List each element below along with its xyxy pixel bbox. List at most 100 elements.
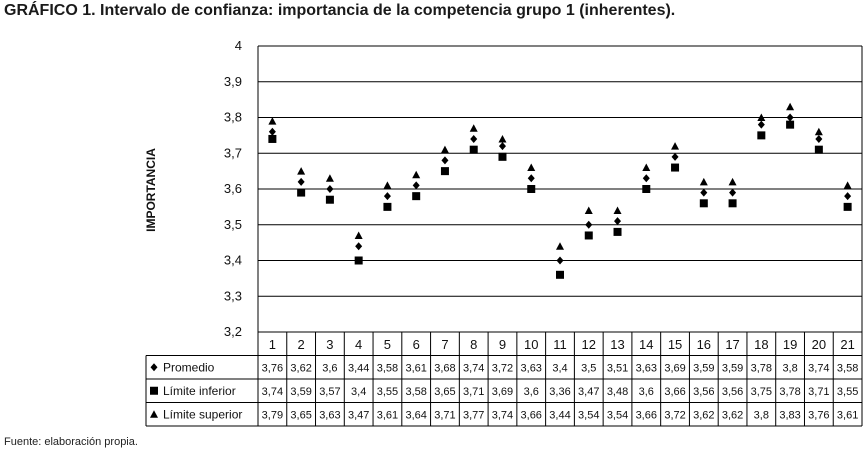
data-point-square [728,199,737,208]
table-cell: 3,8 [782,362,797,374]
table-cell: 3,69 [664,362,685,374]
x-tick-label: 16 [697,337,711,352]
table-cell: 3,72 [664,409,685,421]
data-point-square [383,202,392,211]
table-cell: 3,61 [405,362,426,374]
x-tick-label: 17 [725,337,739,352]
data-point-square [527,185,536,193]
table-cell: 3,44 [348,362,369,374]
data-point-diamond [355,242,363,251]
x-tick-label: 10 [524,337,538,352]
source-note: Fuente: elaboración propia. [4,436,138,448]
table-cell: 3,56 [693,386,714,398]
y-tick-label: 3,5 [224,217,242,232]
table-cell: 3,72 [492,362,513,374]
y-tick-label: 3,4 [224,253,242,268]
data-point-square [757,131,766,140]
table-cell: 3,56 [722,386,743,398]
table-cell: 3,79 [262,409,283,421]
legend-entry: Límite superior [163,407,242,421]
data-point-triangle [814,127,823,136]
x-tick-label: 9 [499,337,506,352]
y-tick-label: 3,7 [224,145,242,160]
x-tick-label: 21 [840,337,854,352]
data-point-diamond [498,142,506,151]
table-cell: 3,66 [521,409,542,421]
data-point-diamond [786,113,794,122]
x-tick-label: 18 [754,337,768,352]
data-point-square [498,152,507,161]
x-tick-label: 12 [582,337,596,352]
table-cell: 3,54 [607,409,628,421]
data-table: 1 2 3 4 5 6 7 8 9 10 11 12 13 14 15 16 17 18 19 20 21Promedi… [145,332,863,427]
table-cell: 3,58 [377,362,398,374]
data-point-diamond [671,152,679,161]
table-cell: 3,62 [693,409,714,421]
data-point-triangle [642,163,651,172]
table-cell: 3,6 [639,386,654,398]
data-point-square [354,256,363,265]
data-point-triangle [354,231,363,239]
data-point-square [268,134,277,143]
table-cell: 3,63 [319,409,340,421]
data-point-square [469,145,478,154]
table-cell: 3,64 [405,409,426,421]
legend-diamond-marker [150,363,158,372]
data-point-diamond [412,181,420,190]
data-point-triangle [728,177,737,186]
table-cell: 3,74 [262,386,283,398]
table-cell: 3,76 [808,409,829,421]
chart-title: GRÁFICO 1. Intervalo de confianza: impor… [4,2,676,19]
table-cell: 3,61 [377,409,398,421]
table-cell: 3,59 [290,386,311,398]
data-point-square [584,231,593,240]
data-point-triangle [527,163,536,172]
data-point-triangle [297,167,306,175]
data-point-triangle [584,206,593,214]
table-cell: 3,77 [463,409,484,421]
data-point-triangle [613,206,622,214]
table-cell: 3,69 [492,386,513,398]
data-point-diamond [441,156,449,165]
legend-square-marker [150,386,158,395]
table-cell: 3,58 [405,386,426,398]
data-point-square [613,227,622,236]
x-tick-label: 11 [553,337,567,352]
table-cell: 3,78 [751,362,772,374]
data-point-triangle [556,242,564,250]
data-point-triangle [699,177,708,186]
legend-triangle-marker [150,410,158,418]
table-cell: 3,63 [521,362,542,374]
x-tick-label: 15 [668,337,682,352]
table-cell: 3,78 [779,386,800,398]
table-cell: 3,36 [549,386,570,398]
x-tick-label: 7 [441,337,448,352]
table-cell: 3,71 [463,386,484,398]
table-cell: 3,55 [377,386,398,398]
x-tick-label: 3 [326,337,333,352]
table-cell: 3,55 [837,386,858,398]
x-tick-label: 1 [269,337,276,352]
table-cell: 3,48 [607,386,628,398]
data-point-triangle [383,181,392,189]
data-point-square [412,192,421,201]
data-point-triangle [498,134,507,143]
x-tick-label: 2 [298,337,305,352]
data-point-diamond [527,174,535,183]
x-tick-label: 13 [610,337,624,352]
x-tick-label: 14 [639,337,653,352]
table-cell: 3,59 [693,362,714,374]
data-point-triangle [440,145,449,154]
table-cell: 3,62 [290,362,311,374]
table-cell: 3,68 [434,362,455,374]
data-point-triangle [325,174,334,182]
x-tick-label: 6 [413,337,420,352]
data-points [268,102,852,279]
table-cell: 3,66 [636,409,657,421]
table-cell: 3,47 [578,386,599,398]
legend-entry: Límite inferior [163,384,236,398]
x-tick-label: 5 [384,337,391,352]
table-cell: 3,66 [664,386,685,398]
data-point-triangle [786,102,795,111]
data-point-square [671,163,680,172]
